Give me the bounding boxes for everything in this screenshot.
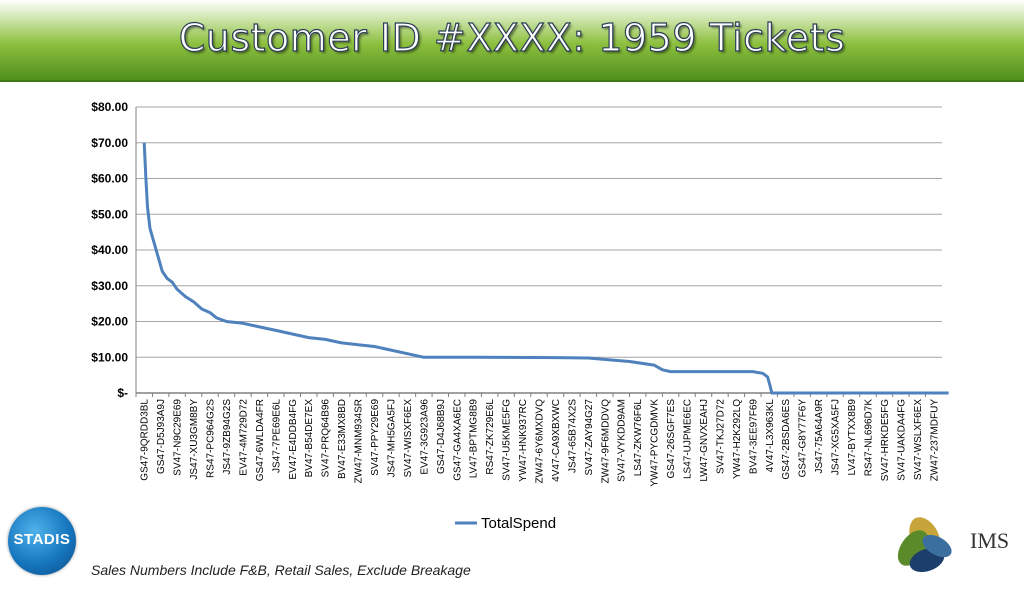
x-tick-label: SV47-ZAY94G27 (584, 399, 595, 476)
legend-label: TotalSpend (481, 515, 556, 532)
y-tick-label: $70.00 (91, 136, 128, 150)
y-axis: $- $10.00 $20.00 $30.00 $40.00 $50.00 $60.00 $7… (91, 100, 128, 400)
gridlines (135, 106, 942, 394)
x-tick-label: SV47-TKJ27D72 (715, 399, 726, 474)
x-axis: GS47-9QRDD3BL GS47-D5J93A9J SV47-N9C29E69 J… (135, 393, 940, 487)
spend-line-chart: $- $10.00 $20.00 $30.00 $40.00 $50.00 $60.00 $7… (91, 100, 949, 532)
ims-logo (897, 517, 952, 573)
x-tick-label: EV47-4M729D72 (238, 399, 249, 476)
ims-logo-petal-lightblue (922, 534, 952, 558)
x-tick-label: SV47-U5KME5FG (502, 399, 513, 481)
x-tick-label: SV47-PPY29E69 (370, 399, 381, 476)
stadis-logo-text: STADIS (13, 531, 71, 548)
x-tick-label: SV47-UAKDA4FG (896, 399, 907, 481)
y-tick-label: $10.00 (91, 350, 128, 364)
y-tick-label: $60.00 (91, 172, 128, 186)
x-tick-label: SV47-N9C29E69 (173, 399, 184, 476)
x-tick-label: SV47-WISXF6EX (403, 399, 414, 478)
x-tick-label: ZW47-9F6MDDVQ (600, 399, 611, 484)
sales-footnote: Sales Numbers Include F&B, Retail Sales,… (91, 562, 471, 578)
x-tick-label: ZW47-6Y6MXDVQ (535, 399, 546, 484)
x-tick-label: GS47-26SGF7ES (666, 399, 677, 479)
x-tick-label: JS47-MH5GA5FJ (386, 399, 397, 477)
y-tick-label: $40.00 (91, 243, 128, 257)
x-tick-label: GS47-2BSDA6ES (781, 399, 792, 480)
x-tick-label: EV47-3G923A96 (419, 399, 430, 475)
x-tick-label: RS47-NL696D7K (863, 399, 874, 477)
x-tick-label: GS47-9QRDD3BL (140, 399, 151, 481)
y-tick-label: $30.00 (91, 279, 128, 293)
legend: TotalSpend (455, 515, 556, 532)
x-tick-label: LS47-ZKW76F6L (633, 399, 644, 477)
ims-logo-text: IMS (970, 528, 1010, 553)
x-tick-label: JS47-65B74X2S (567, 399, 578, 473)
y-tick-label: $- (117, 386, 128, 400)
x-tick-label: RS47-ZK729E6L (485, 399, 496, 475)
x-tick-label: SV47-PRQ64B96 (321, 399, 332, 478)
page-title: Customer ID #XXXX: 1959 Tickets (178, 15, 846, 60)
series-layer (142, 142, 949, 395)
x-tick-label: YW47-HNK937RC (518, 399, 529, 482)
x-tick-label: ZW47-MNM934SR (354, 399, 365, 483)
x-tick-label: LV47-BPTMG8B9 (469, 399, 480, 479)
x-tick-label: LS47-UJPME6EC (683, 399, 694, 479)
x-tick-label: JS47-9ZB94G2S (222, 399, 233, 475)
x-tick-label: JS47-7PE69E6L (271, 399, 282, 473)
y-tick-label: $20.00 (91, 315, 128, 329)
x-tick-label: BV47-E33MX8BD (337, 399, 348, 479)
y-tick-label: $80.00 (91, 100, 128, 114)
stadis-logo: STADIS (8, 507, 76, 575)
x-tick-label: JS47-XU3GM8BY (189, 399, 200, 480)
x-tick-label: JS47-75A64A9R (814, 399, 825, 474)
x-tick-label: RS47-PC964G2S (206, 399, 217, 478)
x-tick-label: GS47-D4J68B9J (436, 399, 447, 474)
x-tick-label: YW47-H2K292LQ (732, 399, 743, 479)
series-line-totalspend (142, 142, 949, 395)
title-banner: Customer ID #XXXX: 1959 Tickets (0, 0, 1024, 82)
x-tick-label: SV47-HRKDE5FG (880, 399, 891, 481)
x-tick-label: SV47-VYKDD9AM (617, 399, 628, 482)
x-tick-label: GS47-GA4XA6EC (452, 399, 463, 481)
x-tick-label: GS47-6WLDA4FR (255, 399, 266, 481)
x-tick-label: YW47-PYCGDMVK (650, 399, 661, 487)
y-tick-label: $50.00 (91, 207, 128, 221)
x-tick-label: BV47-3EE97F69 (748, 399, 759, 474)
x-tick-label: 4V47-L3X963KL (765, 399, 776, 473)
x-tick-label: ZW47-237MDFUY (929, 399, 940, 482)
x-tick-label: GS47-G8Y77F6Y (798, 399, 809, 478)
x-tick-label: 4V47-CA9XBXWC (551, 399, 562, 482)
x-tick-label: LV47-BYTXX8B9 (847, 399, 858, 476)
x-tick-label: SV47-WSLXF6EX (913, 399, 924, 480)
x-tick-label: EV47-E4DDB4FG (288, 399, 299, 480)
x-tick-label: JS47-XG5XA5FJ (831, 399, 842, 475)
x-tick-label: BV47-B54DE7EX (304, 399, 315, 478)
x-tick-label: GS47-D5J93A9J (156, 399, 167, 474)
x-tick-label: LW47-GNVXEAHJ (699, 399, 710, 482)
